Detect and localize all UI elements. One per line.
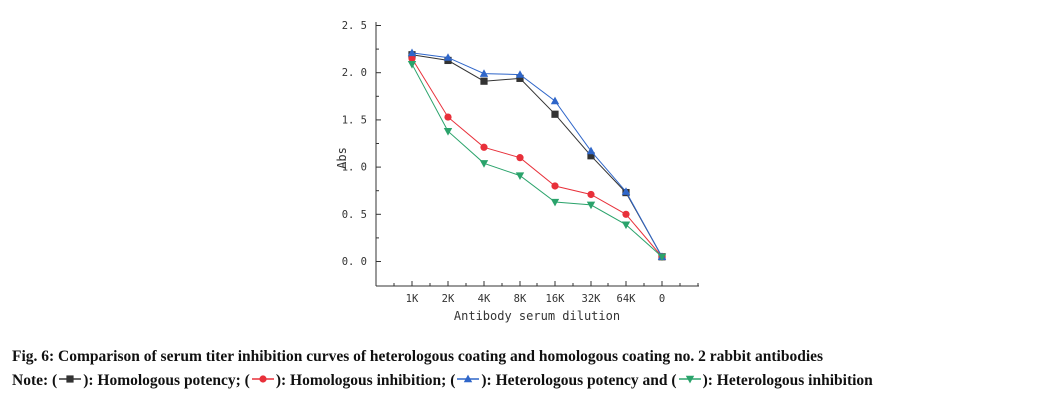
legend-triangle-up-icon <box>456 372 480 391</box>
legend-label-heterologous-inhibition: ): Heterologous inhibition <box>702 372 873 390</box>
legend-square-icon <box>58 372 82 391</box>
data-point <box>407 61 417 69</box>
y-tick-label: 2. 0 <box>342 67 367 79</box>
data-point <box>515 70 525 78</box>
data-point <box>550 198 560 207</box>
series-line <box>411 52 663 258</box>
legend-label-homologous-potency: ): Homologous potency; ( <box>83 372 250 390</box>
data-point <box>516 74 524 82</box>
series-line <box>411 63 663 258</box>
y-axis-title: Abs <box>335 147 349 169</box>
legend-triangle-down-icon <box>678 372 702 391</box>
data-point <box>408 54 416 63</box>
chart-series <box>407 48 667 262</box>
chart-axes: 0. 0 0. 5 1. 0 1. 5 2. 0 2. 5 1K 2K 4K 8K 16K 32K 64… <box>342 20 699 305</box>
x-tick-label: 0 <box>659 293 665 305</box>
legend-marker <box>685 375 694 384</box>
data-point <box>621 187 631 195</box>
series-line <box>411 54 663 258</box>
data-point <box>622 210 630 218</box>
data-point <box>443 128 453 136</box>
y-tick-label: 0. 0 <box>342 256 367 268</box>
legend-circle-icon <box>251 372 275 391</box>
x-tick-label: 32K <box>582 293 602 305</box>
data-point <box>586 201 596 210</box>
y-tick-label: 1. 0 <box>342 162 367 174</box>
data-point <box>480 143 488 151</box>
data-point <box>587 190 595 199</box>
x-tick-label: 1K <box>406 293 419 305</box>
data-point <box>443 53 453 61</box>
x-tick-label: 4K <box>478 293 491 305</box>
data-point <box>444 113 452 121</box>
data-point <box>657 253 667 262</box>
data-point <box>480 77 488 85</box>
series-homologous-inhibition <box>408 54 666 261</box>
data-point <box>551 110 559 118</box>
figure-caption-note: Note: ( ): Homologous potency; ( ): Homolo… <box>12 372 873 391</box>
data-point <box>551 182 559 190</box>
legend-marker <box>259 375 267 383</box>
x-tick-label: 2K <box>442 293 455 305</box>
data-point <box>586 146 596 155</box>
data-point <box>516 154 524 162</box>
line-chart: 0. 0 0. 5 1. 0 1. 5 2. 0 2. 5 1K 2K 4K 8K 16K 32K 64… <box>335 20 699 323</box>
series-heterologous-inhibition <box>407 61 667 262</box>
series-line <box>411 58 663 258</box>
y-tick-label: 2. 5 <box>342 20 367 32</box>
y-tick-label: 1. 5 <box>342 114 367 126</box>
data-point <box>621 221 631 230</box>
data-point <box>407 48 417 57</box>
note-prefix: Note: ( <box>12 372 58 390</box>
data-point <box>550 96 560 105</box>
legend-label-homologous-inhibition: ): Homologous inhibition; ( <box>275 372 456 390</box>
data-point <box>479 160 489 168</box>
legend-marker <box>464 374 473 383</box>
x-tick-label: 16K <box>546 293 566 305</box>
series-homologous-potency <box>408 51 666 261</box>
data-point <box>515 172 525 180</box>
legend-label-heterologous-potency: ): Heterologous potency and ( <box>481 372 677 390</box>
x-tick-label: 64K <box>617 293 637 305</box>
figure-caption-title: Fig. 6: Comparison of serum titer inhibi… <box>12 348 824 365</box>
data-point <box>587 152 595 160</box>
x-axis-title: Antibody serum dilution <box>454 309 620 323</box>
data-point <box>479 69 489 77</box>
legend-marker <box>66 375 74 383</box>
y-tick-label: 0. 5 <box>342 209 367 221</box>
x-tick-label: 8K <box>514 293 527 305</box>
series-heterologous-potency <box>407 48 667 260</box>
